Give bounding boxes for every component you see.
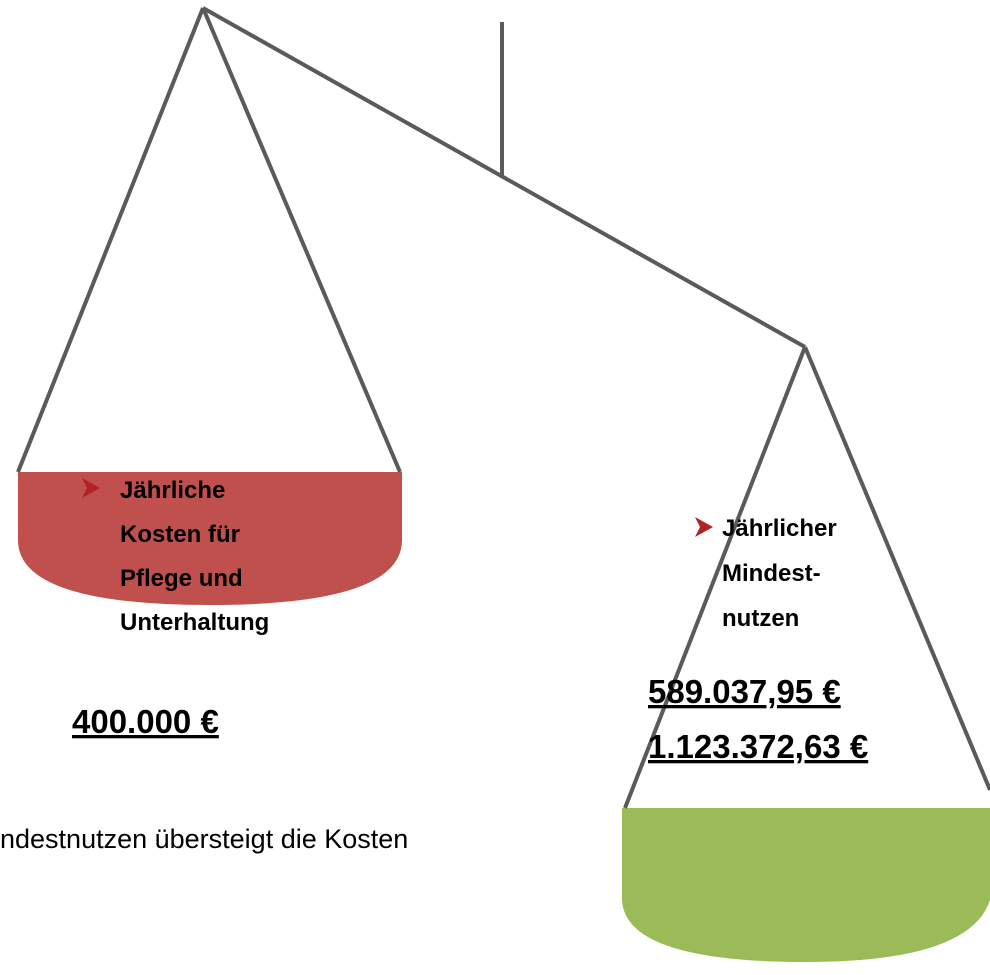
- right-pan: [622, 808, 990, 962]
- bullet: [695, 517, 713, 537]
- pan-label: Unterhaltung: [120, 609, 269, 636]
- pan-label: Pflege und: [120, 565, 243, 592]
- pan-label: nutzen: [722, 605, 799, 632]
- right-value: 1.123.372,63 €: [648, 728, 868, 765]
- footer-text: ndestnutzen übersteigt die Kosten: [0, 824, 408, 854]
- pan-label: Jährlicher: [722, 515, 837, 542]
- scale-frame: [203, 8, 805, 347]
- right-value: 589.037,95 €: [648, 673, 841, 710]
- pan-label: Mindest-: [722, 560, 821, 587]
- pan-label: Kosten für: [120, 521, 240, 548]
- balance-diagram: Jährliche Kosten für Pflege und Unterhaltun…: [0, 0, 990, 975]
- left-value: 400.000 €: [72, 703, 219, 740]
- pan-label: Jährliche: [120, 477, 225, 504]
